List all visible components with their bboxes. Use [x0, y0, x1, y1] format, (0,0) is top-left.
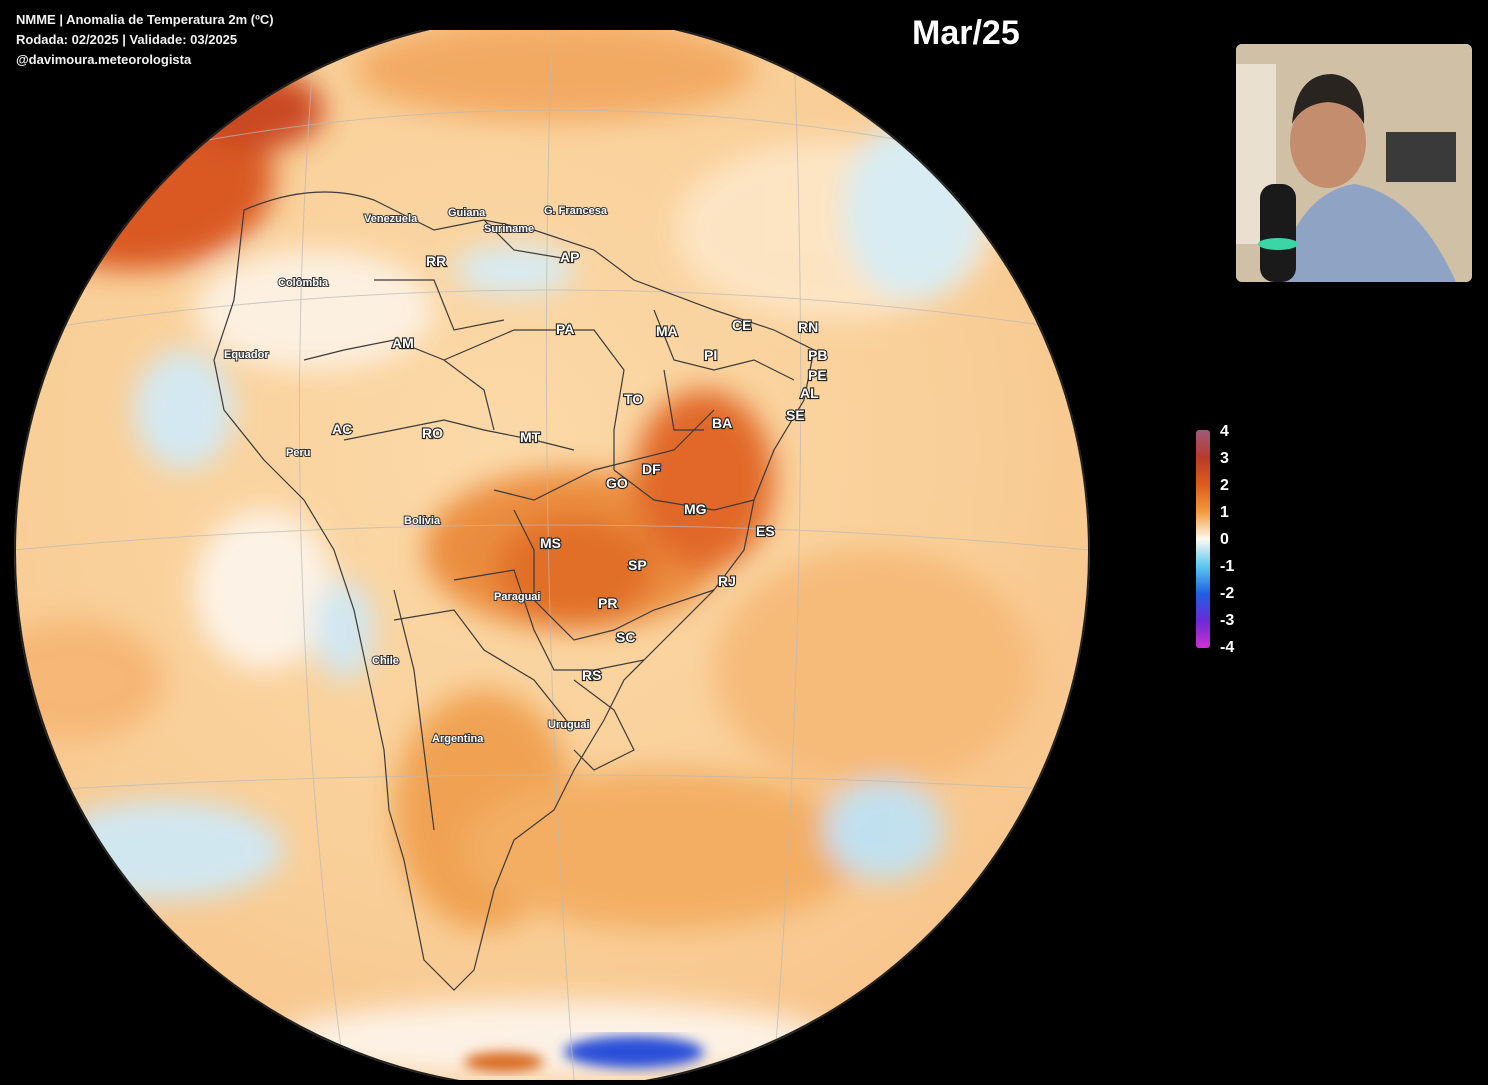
state-label: AP	[560, 249, 579, 265]
state-label: AL	[800, 385, 819, 401]
state-label: RR	[426, 253, 446, 269]
country-label: Guiana	[448, 207, 486, 219]
webcam-overlay	[1236, 44, 1472, 282]
country-label: Suriname	[484, 223, 534, 235]
state-label: RN	[798, 319, 818, 335]
globe-map: Venezuela Guiana Suriname G. Francesa Co…	[14, 14, 1094, 1085]
legend-tick: 3	[1220, 450, 1229, 467]
country-label: Peru	[286, 447, 310, 459]
state-label: SE	[786, 407, 805, 423]
state-label: MA	[656, 323, 678, 339]
country-label: Uruguai	[548, 719, 590, 731]
author-handle: @davimoura.meteorologista	[16, 52, 192, 67]
legend-colorbar	[1196, 430, 1210, 648]
state-label: BA	[712, 415, 732, 431]
legend-tick: 2	[1220, 477, 1229, 494]
state-label: MG	[684, 501, 707, 517]
country-label: Colômbia	[278, 277, 329, 289]
country-label: Paraguai	[494, 591, 540, 603]
country-label: Bolívia	[404, 515, 441, 527]
legend-tick: -3	[1220, 612, 1235, 629]
map-title: NMME | Anomalia de Temperatura 2m (ºC)	[16, 12, 274, 27]
state-label: AM	[392, 335, 414, 351]
state-label: RJ	[718, 573, 736, 589]
state-label: MT	[520, 429, 541, 445]
state-label: RO	[422, 425, 443, 441]
legend-tick: -2	[1220, 585, 1235, 602]
state-label: RS	[582, 667, 601, 683]
country-label: Venezuela	[364, 213, 418, 225]
period-label: Mar/25	[912, 14, 1020, 52]
country-label: Equador	[224, 349, 269, 361]
state-label: PA	[556, 321, 574, 337]
state-label: PI	[704, 347, 717, 363]
person-webcam-icon	[1236, 44, 1472, 282]
map-header: NMME | Anomalia de Temperatura 2m (ºC) R…	[16, 10, 274, 70]
country-label: Argentina	[432, 733, 484, 745]
state-label: PB	[808, 347, 827, 363]
state-label: MS	[540, 535, 561, 551]
state-label: GO	[606, 475, 628, 491]
state-label: AC	[332, 421, 352, 437]
state-label: SC	[616, 629, 635, 645]
country-label: Chile	[372, 655, 399, 667]
state-label: PE	[808, 367, 827, 383]
legend-tick: 0	[1220, 531, 1229, 548]
state-label: CE	[732, 317, 751, 333]
map-run-info: Rodada: 02/2025 | Validade: 03/2025	[16, 32, 238, 47]
legend-tick: 4	[1220, 423, 1229, 440]
state-label: SP	[628, 557, 647, 573]
legend-tick: -4	[1220, 639, 1235, 656]
legend-tick: 1	[1220, 504, 1229, 521]
state-label: ES	[756, 523, 775, 539]
state-label: PR	[598, 595, 617, 611]
state-label: TO	[624, 391, 643, 407]
state-label: DF	[642, 461, 661, 477]
legend-tick: -1	[1220, 558, 1235, 575]
country-label: G. Francesa	[544, 205, 608, 217]
